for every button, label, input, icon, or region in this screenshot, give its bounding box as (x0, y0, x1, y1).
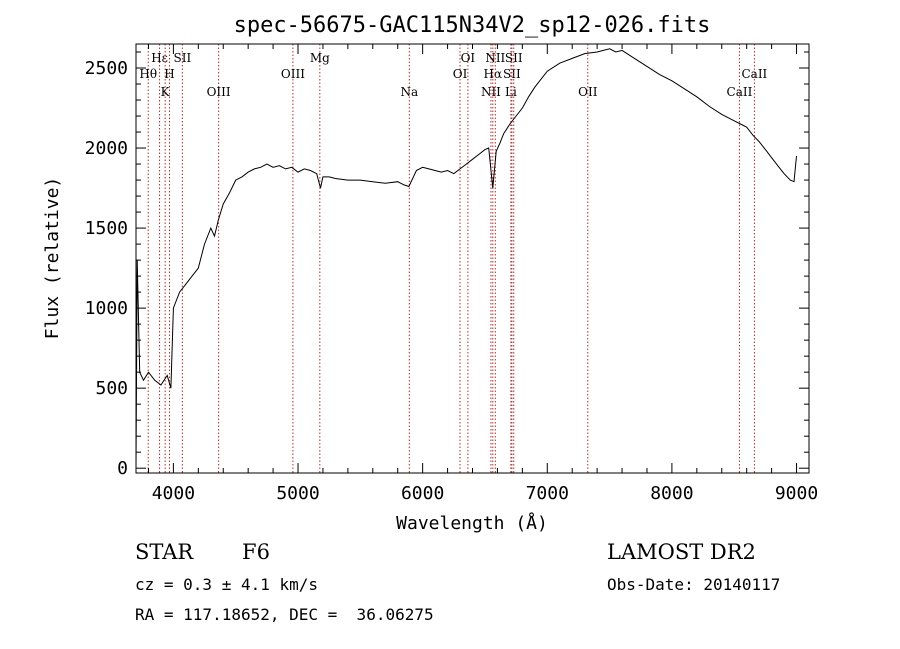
y-axis: 0 500 1000 1500 2000 2500 (85, 51, 809, 479)
y-tick-label: 1500 (85, 218, 128, 239)
spectral-line-label: H (164, 67, 174, 81)
spectral-line-label: Hθ (139, 67, 157, 81)
x-axis-label: Wavelength (Å) (396, 512, 548, 534)
spectral-line-markers: HθHεKHSIIOIIIOIIIMgNaOIOINIIHαNIILiSIISI… (139, 44, 768, 473)
spectrum-line (135, 48, 797, 469)
spectral-line-label: SII (505, 51, 523, 65)
plot-frame (135, 43, 810, 474)
x-tick-label: 7000 (526, 483, 569, 504)
x-axis: 4000 5000 6000 7000 8000 9000 (147, 44, 818, 504)
spectral-line-label: Hα (484, 67, 503, 81)
chart-title: spec-56675-GAC115N34V2_sp12-026.fits (234, 13, 711, 38)
x-tick-label: 6000 (401, 483, 444, 504)
ra-dec-coordinates: RA = 117.18652, DEC = 36.06275 (135, 605, 434, 624)
spectral-line-label: OI (461, 51, 476, 65)
spectral-line-label: OIII (207, 85, 231, 99)
spectral-line-label: CaII (741, 67, 767, 81)
spectral-line-label: Mg (310, 51, 330, 65)
observation-date: Obs-Date: 20140117 (607, 575, 781, 594)
y-tick-label: 2000 (85, 138, 128, 159)
spectral-line-label: SII (174, 51, 192, 65)
spectral-line-label: NII (485, 51, 505, 65)
y-tick-label: 1000 (85, 298, 128, 319)
spectral-line-label: OIII (281, 67, 305, 81)
spectral-line-label: Na (400, 85, 418, 99)
x-tick-label: 5000 (276, 483, 319, 504)
spectral-line-label: SII (503, 67, 521, 81)
spectral-line-label: OI (453, 67, 468, 81)
spectral-line-label: Li (505, 85, 517, 99)
y-axis-label: Flux (relative) (42, 177, 63, 340)
spectral-line-label: Hε (151, 51, 168, 65)
object-subclass: F6 (242, 540, 270, 564)
redshift-cz: cz = 0.3 ± 4.1 km/s (135, 575, 319, 594)
x-tick-label: 4000 (152, 483, 195, 504)
survey-name: LAMOST DR2 (607, 540, 756, 564)
x-tick-label: 9000 (775, 483, 818, 504)
spectral-line-label: CaII (727, 85, 753, 99)
spectral-line-label: NII (481, 85, 501, 99)
object-type: STAR (135, 540, 194, 564)
spectral-line-label: OII (578, 85, 598, 99)
y-tick-label: 500 (95, 378, 128, 399)
y-tick-label: 2500 (85, 58, 128, 79)
y-tick-label: 0 (117, 458, 128, 479)
x-tick-label: 8000 (650, 483, 693, 504)
spectral-line-label: K (161, 85, 171, 99)
